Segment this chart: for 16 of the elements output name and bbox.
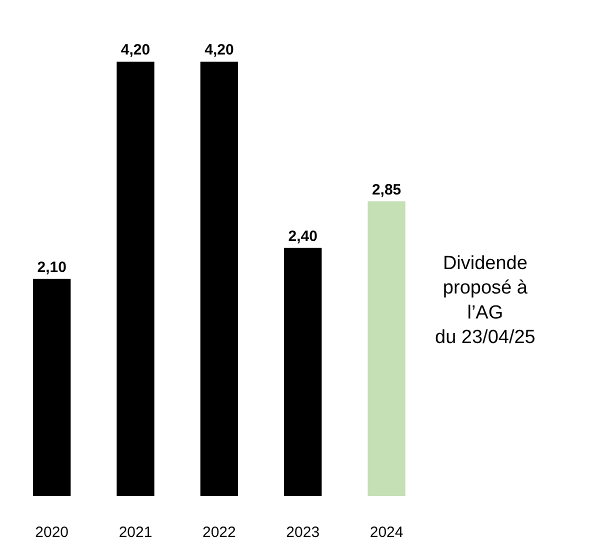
bar [116,62,154,496]
bar [368,201,406,496]
bar [33,278,71,496]
data-label: 2,10 [37,258,66,276]
bar [284,248,322,496]
x-tick-label: 2022 [202,524,236,541]
text: Dividende proposé à l’AG du 23/04/25 [435,253,536,348]
x-tick-label: 2020 [35,524,69,541]
x-tick-label: 2024 [370,524,404,541]
data-label: 2,40 [288,228,318,245]
data-label: 4,20 [120,42,150,59]
x-tick-label: 2023 [286,524,320,541]
data-label: 4,20 [204,42,234,59]
bar [200,62,238,496]
x-tick-label: 2021 [118,524,152,541]
data-label: 2,85 [372,181,402,198]
